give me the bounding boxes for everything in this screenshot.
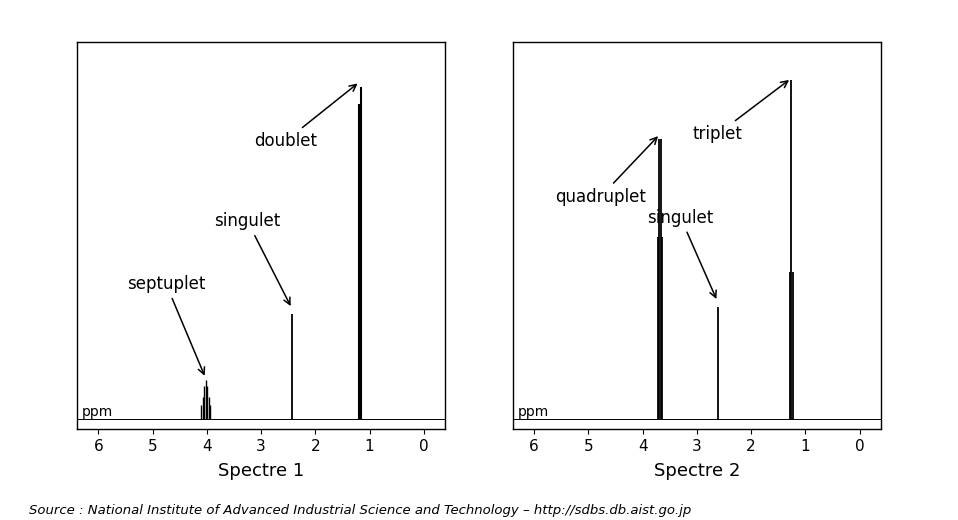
X-axis label: Spectre 1: Spectre 1 bbox=[217, 462, 305, 480]
Text: doublet: doublet bbox=[254, 85, 356, 150]
Text: Source : National Institute of Advanced Industrial Science and Technology – http: Source : National Institute of Advanced … bbox=[29, 504, 691, 517]
Text: septuplet: septuplet bbox=[127, 275, 205, 374]
Text: ppm: ppm bbox=[82, 405, 113, 419]
X-axis label: Spectre 2: Spectre 2 bbox=[653, 462, 741, 480]
Text: ppm: ppm bbox=[518, 405, 549, 419]
Text: singulet: singulet bbox=[215, 212, 290, 305]
Text: singulet: singulet bbox=[648, 209, 717, 297]
Text: quadruplet: quadruplet bbox=[555, 137, 657, 206]
Text: triplet: triplet bbox=[693, 81, 787, 143]
